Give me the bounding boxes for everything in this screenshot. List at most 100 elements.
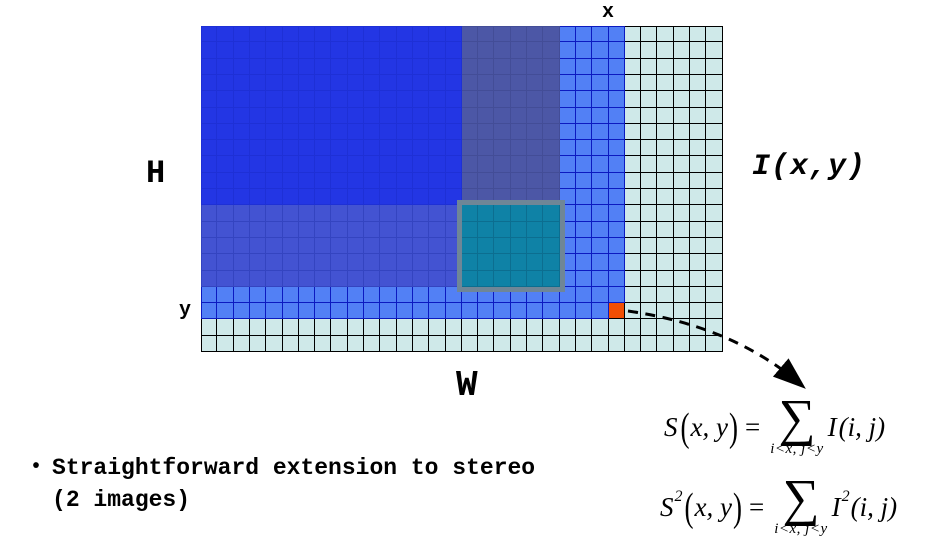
- grid-cell-column-strip: [592, 26, 609, 42]
- grid-cell-summed-area: [348, 91, 364, 108]
- grid-cell-summed-area-overlap: [527, 173, 543, 189]
- grid-cell-summed-area: [413, 75, 429, 91]
- grid-cell-image-background: [674, 189, 690, 205]
- grid-cell-summed-area: [446, 42, 462, 59]
- grid-cell-image-background: [315, 336, 331, 352]
- grid-cell-row-band: [348, 271, 364, 287]
- grid-cell-column-strip: [609, 173, 625, 189]
- grid-cell-row-band: [217, 238, 234, 254]
- grid-cell-image-background: [706, 271, 723, 287]
- grid-cell-summed-area-overlap: [527, 124, 543, 140]
- grid-cell-image-background: [706, 108, 723, 124]
- grid-cell-image-background: [706, 254, 723, 271]
- grid-cell-image-background: [690, 238, 706, 254]
- grid-cell-column-strip: [576, 42, 592, 59]
- sigma-icon: ∑: [782, 469, 820, 527]
- grid-cell-image-background: [462, 319, 478, 336]
- grid-cell-row-strip: [201, 287, 217, 303]
- grid-cell-summed-area: [331, 140, 348, 156]
- grid-cell-summed-area: [266, 59, 283, 75]
- grid-cell-image-background: [348, 319, 364, 336]
- grid-cell-row-strip: [234, 287, 250, 303]
- grid-cell-summed-area: [429, 156, 446, 173]
- grid-cell-summed-area-overlap: [494, 156, 511, 173]
- grid-cell-column-strip: [576, 26, 592, 42]
- grid-cell-row-strip: [576, 303, 592, 319]
- grid-cell-image-background: [657, 287, 674, 303]
- formula1-condition: i<x, j<y: [770, 441, 824, 458]
- grid-cell-summed-area: [234, 42, 250, 59]
- grid-cell-column-strip: [592, 205, 609, 222]
- grid-cell-image-background: [641, 205, 657, 222]
- grid-cell-summed-area-overlap: [527, 75, 543, 91]
- grid-cell-image-background: [690, 319, 706, 336]
- grid-cell-summed-area: [266, 124, 283, 140]
- grid-cell-summed-area-overlap: [543, 75, 560, 91]
- grid-cell-image-background: [266, 319, 283, 336]
- grid-cell-summed-area: [413, 59, 429, 75]
- grid-cell-row-strip: [478, 303, 494, 319]
- grid-cell-row-strip: [217, 287, 234, 303]
- grid-cell-summed-area: [234, 156, 250, 173]
- grid-cell-image-background: [625, 189, 641, 205]
- grid-cell-summed-area: [446, 91, 462, 108]
- grid-cell-image-background: [657, 319, 674, 336]
- grid-cell-summed-area: [266, 189, 283, 205]
- grid-cell-summed-area: [429, 42, 446, 59]
- grid-cell-summed-area: [380, 75, 397, 91]
- grid-cell-image-background: [674, 238, 690, 254]
- grid-cell-summed-area-overlap: [543, 59, 560, 75]
- grid-cell-summed-area: [364, 124, 380, 140]
- grid-cell-summed-area: [364, 26, 380, 42]
- grid-cell-image-background: [706, 59, 723, 75]
- grid-cell-window-interior: [478, 205, 494, 222]
- grid-cell-summed-area: [266, 173, 283, 189]
- grid-cell-row-strip: [413, 287, 429, 303]
- grid-cell-image-background: [201, 319, 217, 336]
- grid-cell-row-strip: [283, 303, 299, 319]
- grid-cell-image-background: [690, 173, 706, 189]
- grid-cell-summed-area: [234, 91, 250, 108]
- grid-cell-summed-area: [364, 59, 380, 75]
- grid-cell-summed-area: [315, 124, 331, 140]
- grid-cell-row-strip: [283, 287, 299, 303]
- grid-cell-row-band: [380, 222, 397, 238]
- grid-cell-image-background: [690, 189, 706, 205]
- grid-cell-image-background: [657, 222, 674, 238]
- grid-cell-summed-area: [331, 59, 348, 75]
- grid-cell-image-background: [250, 336, 266, 352]
- grid-cell-row-band: [380, 271, 397, 287]
- grid-cell-image-background: [625, 140, 641, 156]
- grid-cell-row-band: [364, 205, 380, 222]
- grid-cell-row-band: [364, 238, 380, 254]
- grid-cell-image-background: [625, 75, 641, 91]
- grid-cell-image-background: [625, 336, 641, 352]
- grid-cell-summed-area: [413, 108, 429, 124]
- grid-cell-summed-area-overlap: [462, 59, 478, 75]
- grid-cell-row-strip: [266, 287, 283, 303]
- grid-cell-summed-area: [283, 156, 299, 173]
- grid-cell-row-strip: [592, 303, 609, 319]
- grid-cell-column-strip: [576, 156, 592, 173]
- grid-cell-summed-area-overlap: [527, 108, 543, 124]
- grid-cell-row-strip: [364, 303, 380, 319]
- grid-cell-column-strip: [592, 75, 609, 91]
- grid-cell-summed-area-overlap: [511, 26, 527, 42]
- grid-cell-row-strip: [576, 287, 592, 303]
- grid-cell-summed-area-overlap: [462, 91, 478, 108]
- grid-cell-image-background: [706, 287, 723, 303]
- grid-cell-column-strip: [609, 140, 625, 156]
- grid-cell-row-strip: [380, 287, 397, 303]
- grid-cell-row-band: [348, 222, 364, 238]
- grid-cell-summed-area: [397, 26, 413, 42]
- grid-cell-image-background: [641, 222, 657, 238]
- grid-cell-summed-area: [299, 91, 315, 108]
- grid-cell-image-background: [706, 124, 723, 140]
- grid-cell-image-background: [641, 124, 657, 140]
- grid-cell-row-band: [429, 205, 446, 222]
- grid-cell-image-background: [299, 319, 315, 336]
- grid-cell-image-background: [364, 336, 380, 352]
- grid-cell-summed-area: [217, 59, 234, 75]
- grid-cell-image-background: [690, 26, 706, 42]
- bullet-text: Straightforward extension to stereo (2 im…: [52, 452, 535, 516]
